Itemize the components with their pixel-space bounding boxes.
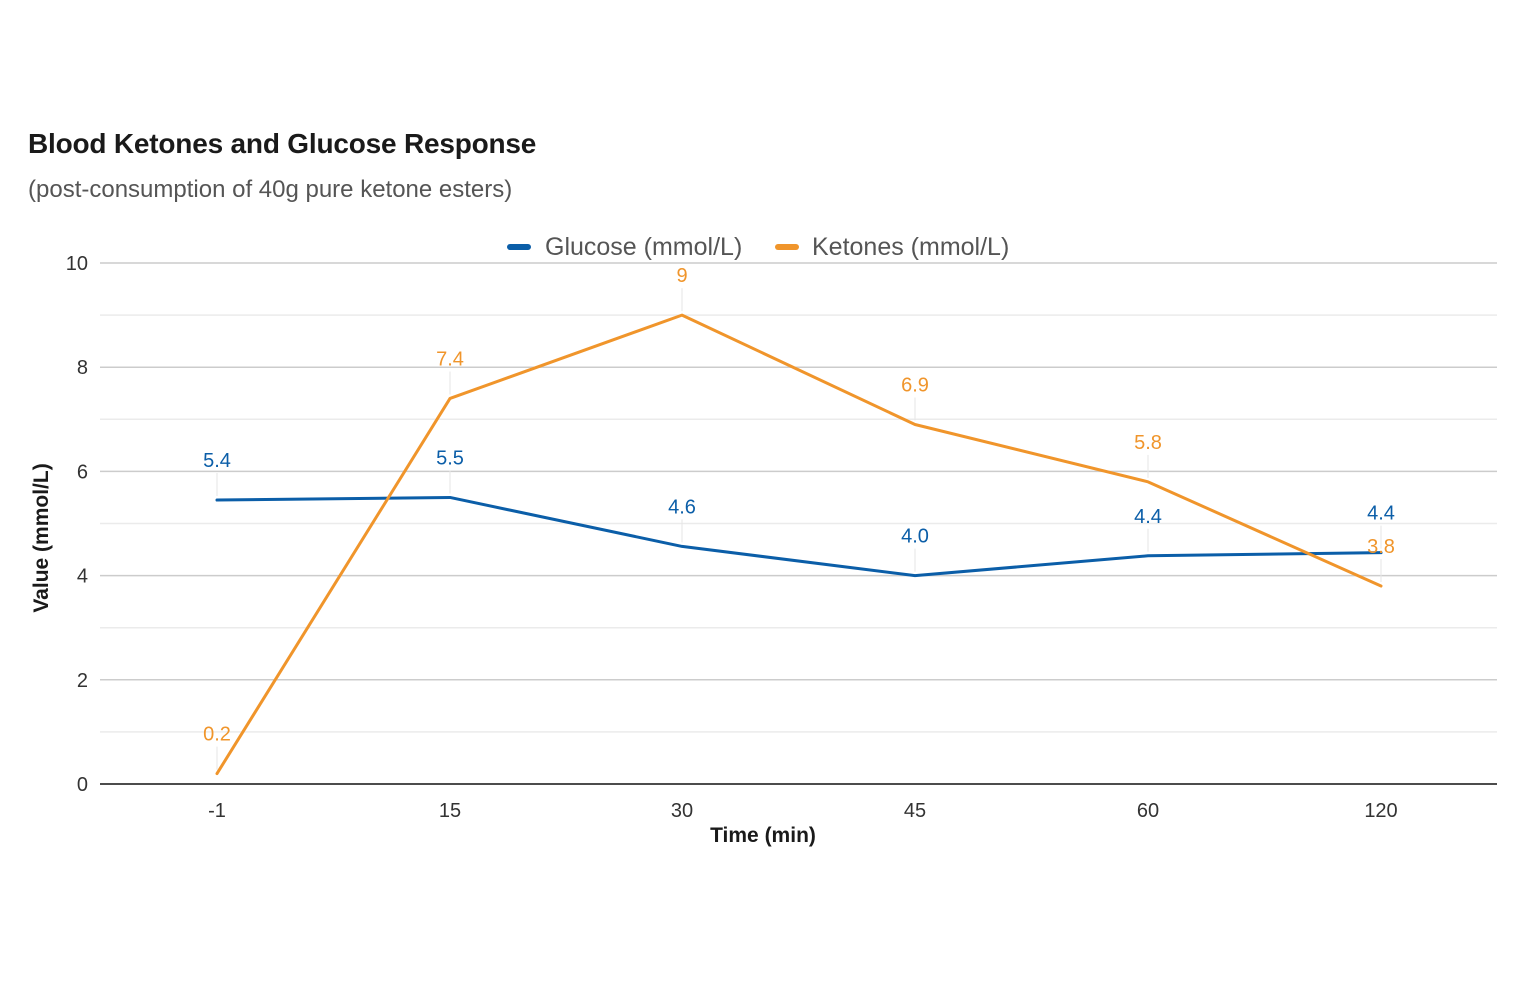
x-tick-label: 45 — [904, 800, 926, 822]
y-tick-label: 2 — [77, 670, 88, 692]
data-label: 4.0 — [901, 526, 929, 548]
y-tick-label: 8 — [77, 357, 88, 379]
legend-entry: Glucose (mmol/L) — [545, 233, 742, 261]
data-label: 3.8 — [1367, 536, 1395, 558]
x-tick-label: 120 — [1364, 800, 1397, 822]
x-axis-title: Time (min) — [710, 824, 816, 847]
legend: Glucose (mmol/L) Ketones (mmol/L) — [507, 233, 1009, 261]
x-tick-label: 60 — [1137, 800, 1159, 822]
data-label: 4.4 — [1367, 503, 1395, 525]
chart-subtitle: (post-consumption of 40g pure ketone est… — [28, 176, 513, 203]
y-tick-label: 4 — [77, 566, 88, 588]
y-tick-label: 6 — [77, 461, 88, 483]
legend-entry: Ketones (mmol/L) — [812, 233, 1009, 261]
data-label: 5.5 — [436, 447, 464, 469]
x-tick-label: 15 — [439, 800, 461, 822]
series-layer — [215, 313, 1383, 776]
data-label: 5.4 — [203, 450, 231, 472]
data-label: 0.2 — [203, 724, 231, 746]
y-tick-label: 0 — [77, 774, 88, 796]
y-axis-title: Value (mmol/L) — [30, 463, 53, 612]
axis-layer: 0 2 4 6 8 10 -1 15 30 45 60 120 — [66, 253, 1497, 822]
label-layer: 5.4 5.5 4.6 4.0 4.4 4.4 0.2 7.4 9 6.9 5.8 3.8 — [203, 265, 1395, 770]
data-label: 7.4 — [436, 348, 464, 370]
data-label: 5.8 — [1134, 432, 1162, 454]
data-label: 9 — [676, 265, 687, 287]
data-label: 4.6 — [668, 496, 696, 518]
series-line-ketones — [215, 313, 1383, 776]
x-tick-label: 30 — [671, 800, 693, 822]
data-label: 6.9 — [901, 375, 929, 397]
data-label: 4.4 — [1134, 506, 1162, 528]
y-tick-label: 10 — [66, 253, 88, 275]
chart-title: Blood Ketones and Glucose Response — [28, 128, 537, 159]
x-tick-label: -1 — [208, 800, 226, 822]
series-line-glucose — [215, 495, 1383, 578]
grid-layer — [100, 262, 1497, 733]
